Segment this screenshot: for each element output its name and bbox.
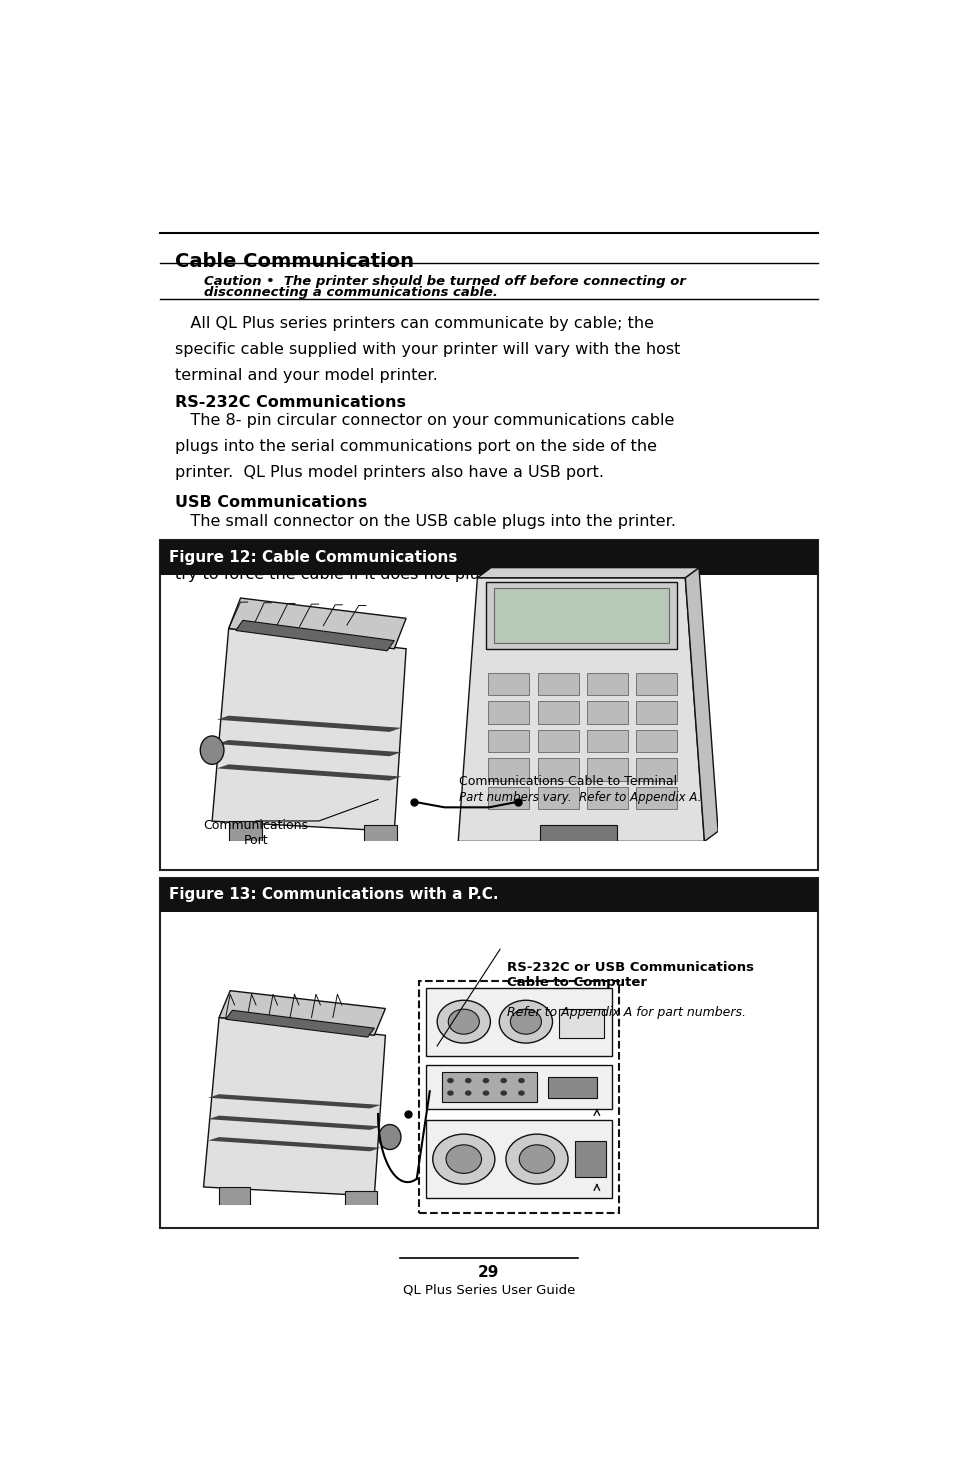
- Text: disconnecting a communications cable.: disconnecting a communications cable.: [204, 286, 497, 299]
- Text: Cable Communication: Cable Communication: [174, 252, 414, 271]
- Bar: [160, 540, 817, 574]
- Text: printer.  QL Plus model printers also have a USB port.: printer. QL Plus model printers also hav…: [174, 466, 603, 481]
- Text: Communications Cable to Terminal: Communications Cable to Terminal: [459, 774, 677, 788]
- Text: The small connector on the USB cable plugs into the printer.: The small connector on the USB cable plu…: [174, 515, 675, 530]
- Text: Communications
Port: Communications Port: [203, 819, 308, 847]
- Text: Figure 13: Communications with a P.C.: Figure 13: Communications with a P.C.: [169, 888, 497, 903]
- Text: USB Communications: USB Communications: [174, 496, 367, 510]
- Text: All QL Plus series printers can communicate by cable; the: All QL Plus series printers can communic…: [174, 316, 653, 330]
- Text: 29: 29: [477, 1266, 499, 1280]
- Text: The connectors are keyed to assure correct alignment; do not: The connectors are keyed to assure corre…: [174, 540, 671, 556]
- Text: Figure 12: Cable Communications: Figure 12: Cable Communications: [169, 550, 456, 565]
- Bar: [160, 878, 817, 912]
- Text: RS-232C Communications: RS-232C Communications: [174, 395, 405, 410]
- Text: specific cable supplied with your printer will vary with the host: specific cable supplied with your printe…: [174, 342, 679, 357]
- Text: Caution •  The printer should be turned off before connecting or: Caution • The printer should be turned o…: [204, 274, 685, 288]
- Bar: [160, 878, 817, 1227]
- Text: The 8- pin circular connector on your communications cable: The 8- pin circular connector on your co…: [174, 413, 674, 428]
- Text: plugs into the serial communications port on the side of the: plugs into the serial communications por…: [174, 440, 656, 454]
- Text: RS-232C or USB Communications
Cable to Computer: RS-232C or USB Communications Cable to C…: [507, 960, 754, 988]
- Text: Refer to Appendix A for part numbers.: Refer to Appendix A for part numbers.: [507, 1006, 745, 1019]
- Text: Part numbers vary.  Refer to Appendix A.: Part numbers vary. Refer to Appendix A.: [459, 792, 701, 804]
- Bar: [160, 540, 817, 870]
- Text: terminal and your model printer.: terminal and your model printer.: [174, 367, 437, 384]
- Text: try to force the cable if it does not plug in.  The other end of: try to force the cable if it does not pl…: [174, 566, 659, 581]
- Text: QL Plus Series User Guide: QL Plus Series User Guide: [402, 1283, 575, 1297]
